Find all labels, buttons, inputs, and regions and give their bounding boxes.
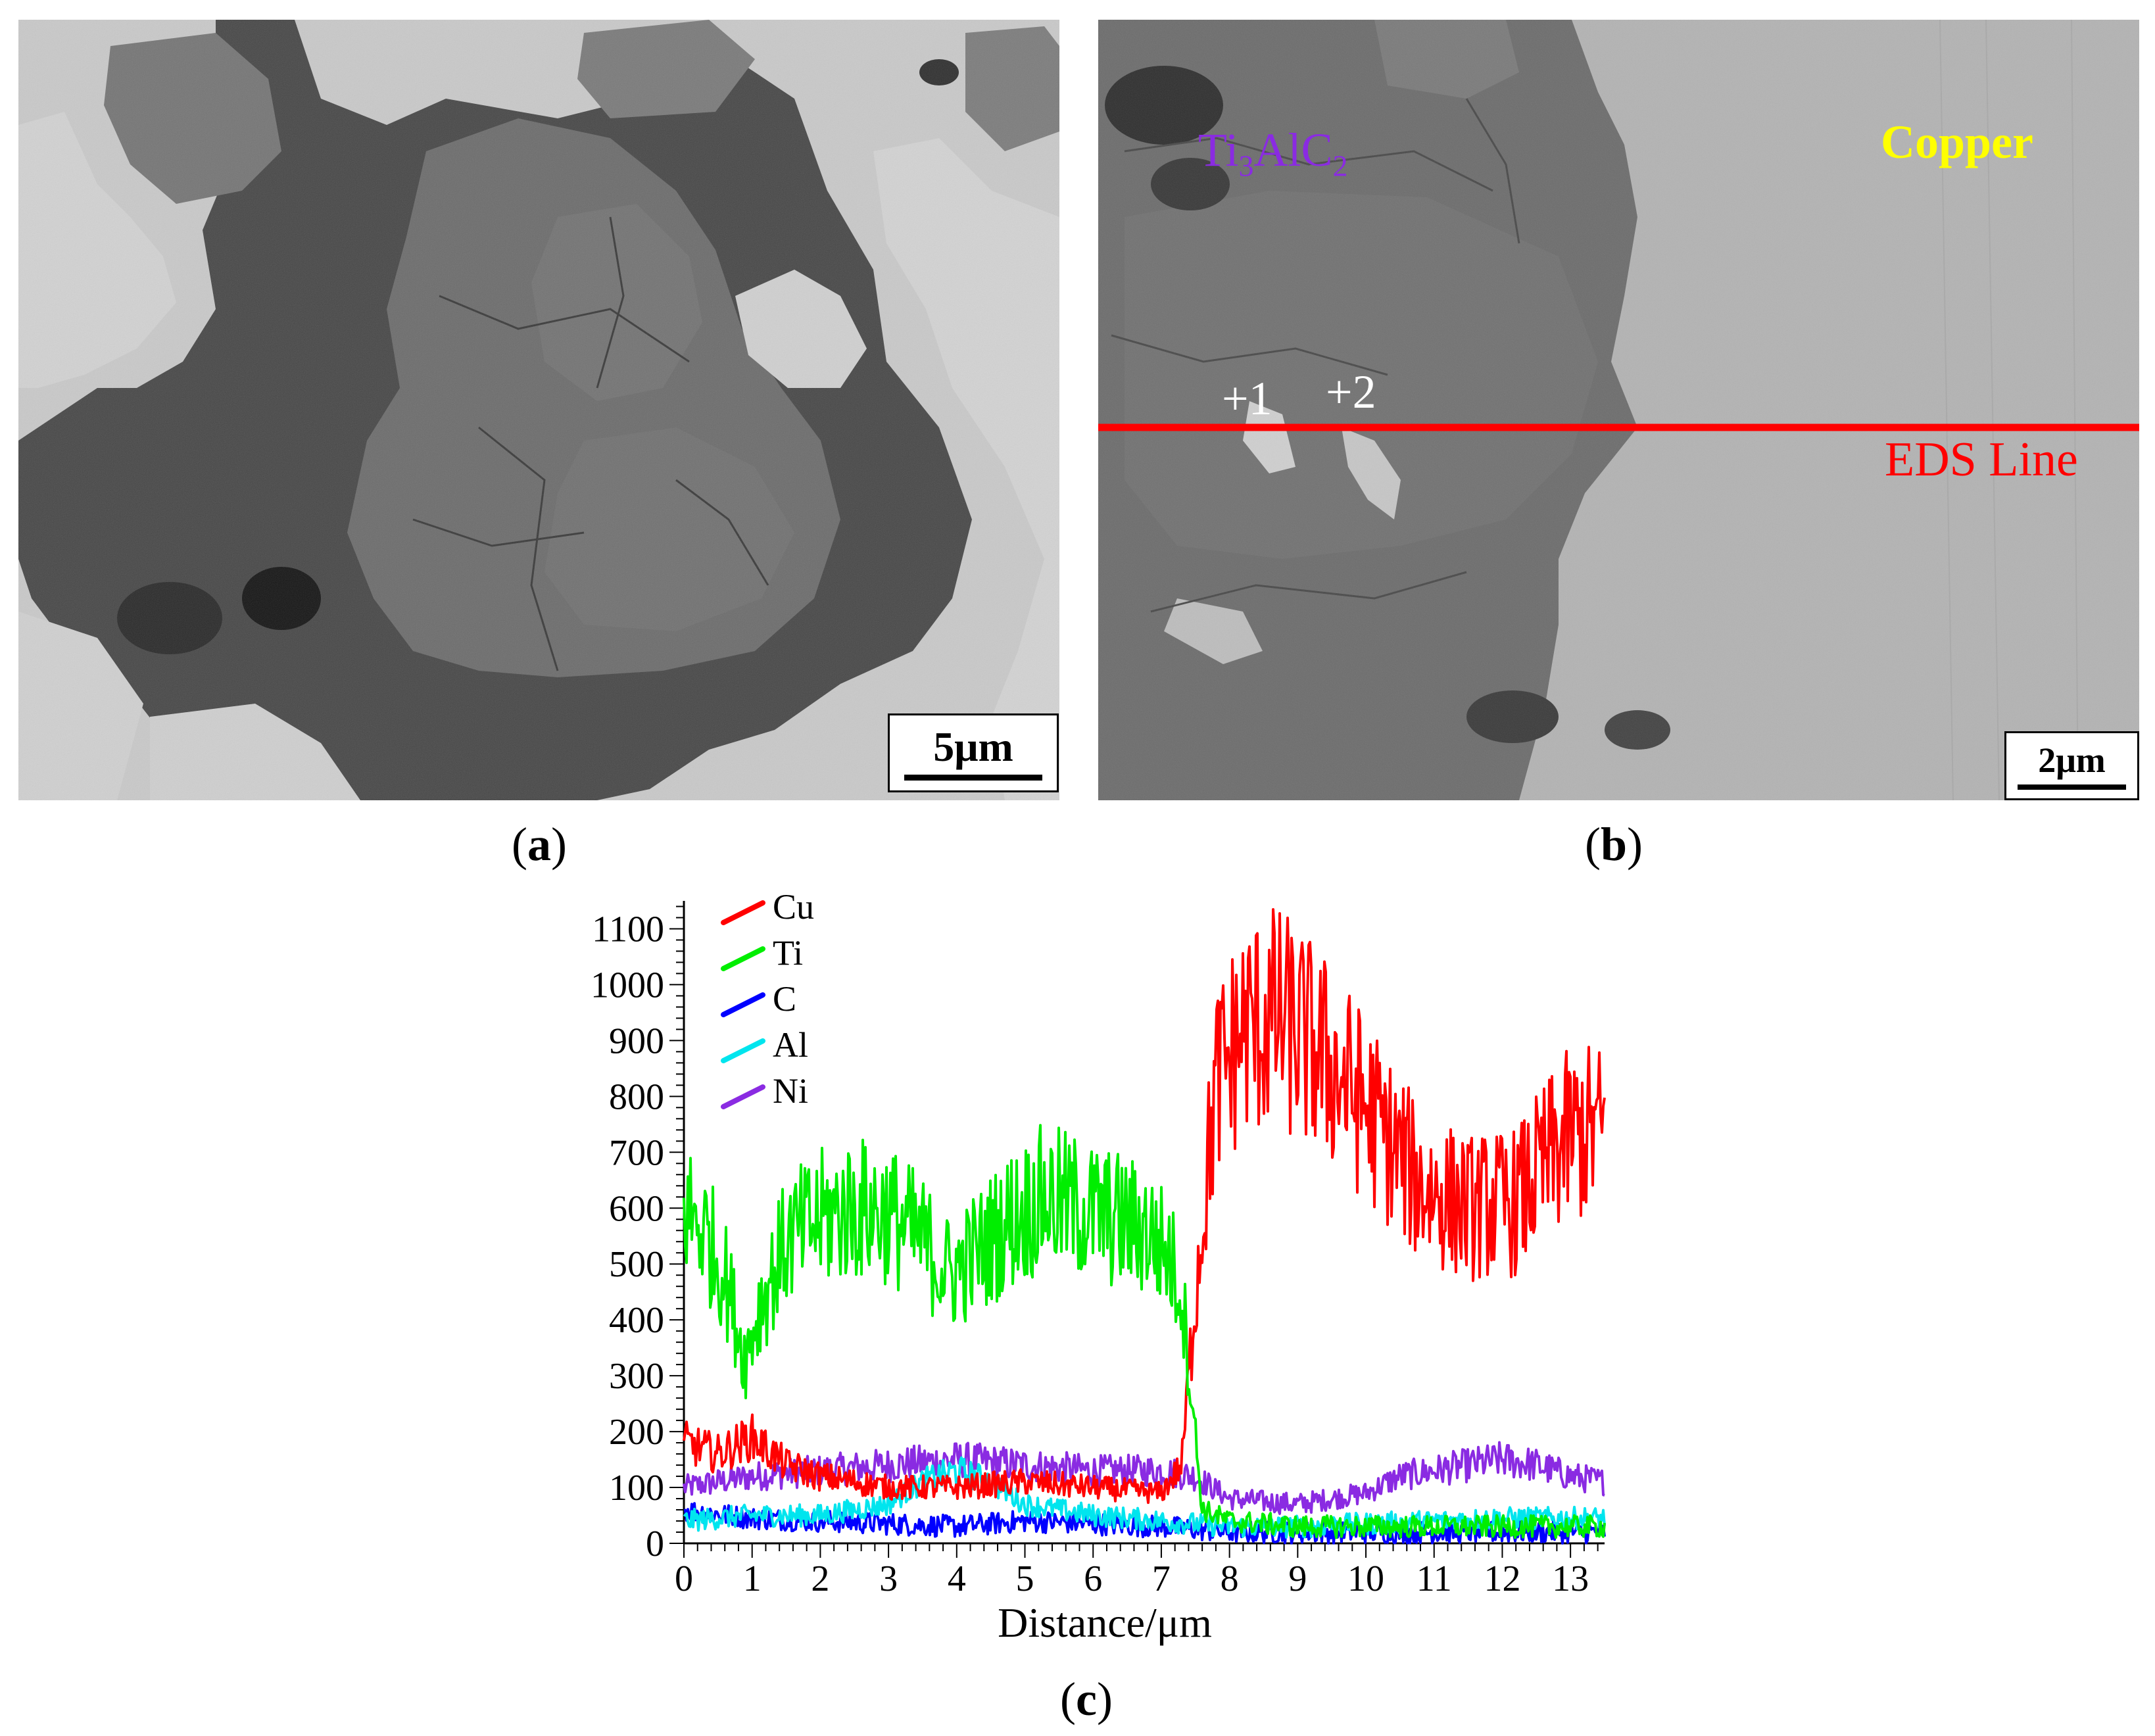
- panel-label-a: (a): [512, 821, 567, 868]
- y-tick-label: 200: [609, 1412, 664, 1453]
- legend-label-al: Al: [773, 1025, 808, 1065]
- legend-label-cu: Cu: [773, 887, 814, 927]
- x-tick-label: 3: [879, 1558, 898, 1599]
- panel-label-c: (c): [1060, 1676, 1113, 1723]
- sem-image-a: 5μm: [18, 20, 1059, 800]
- series-line-cu: [683, 908, 1606, 1505]
- legend-label-ti: Ti: [773, 933, 803, 973]
- panel-label-b-open: (: [1585, 818, 1601, 871]
- panel-label-c-open: (: [1060, 1673, 1076, 1725]
- scale-bar-label-b: 2μm: [2038, 740, 2106, 780]
- panel-label-b-letter: b: [1600, 818, 1628, 871]
- x-tick-label: 9: [1288, 1558, 1307, 1599]
- x-tick-label: 13: [1552, 1558, 1589, 1599]
- y-tick-label: 0: [646, 1524, 664, 1564]
- eds-line-label: EDS Line: [1885, 433, 2078, 487]
- x-tick-label: 4: [948, 1558, 966, 1599]
- legend-label-ni: Ni: [773, 1071, 808, 1111]
- y-tick-label: 900: [609, 1021, 664, 1061]
- legend-label-c: C: [773, 979, 796, 1019]
- sem-micrograph-a: [18, 20, 1059, 800]
- panel-label-b-close: ): [1627, 818, 1643, 871]
- x-tick-label: 1: [743, 1558, 762, 1599]
- series-line-ti: [683, 1124, 1606, 1539]
- phase-label-sub-2: 2: [1332, 149, 1348, 183]
- panel-label-c-letter: c: [1075, 1673, 1097, 1725]
- chart-axes: 0 1 2 3 4 5 6 7 8 9 10 11 12 130100200300400500600700…: [591, 901, 1605, 1646]
- x-axis-title: Distance/μm: [998, 1599, 1212, 1646]
- copper-label: Copper: [1881, 116, 2033, 168]
- scale-bar-line-b: [2018, 784, 2126, 790]
- legend-swatch-cu: [721, 900, 765, 925]
- legend-swatch-c: [721, 992, 765, 1017]
- phase-label-ti: Ti: [1198, 124, 1239, 176]
- scale-bar-b: 2μm: [2004, 731, 2139, 800]
- x-tick-label: 2: [811, 1558, 829, 1599]
- point-2-label: +2: [1326, 366, 1376, 418]
- y-tick-label: 800: [609, 1076, 664, 1117]
- phase-label-sub-3: 3: [1238, 149, 1254, 183]
- x-tick-label: 10: [1347, 1558, 1384, 1599]
- series-line-al: [683, 1456, 1606, 1539]
- y-tick-label: 1000: [591, 965, 664, 1005]
- y-tick-label: 700: [609, 1132, 664, 1173]
- scale-bar-line-a: [904, 774, 1042, 781]
- panel-label-b: (b): [1585, 821, 1643, 868]
- chart-legend: Cu Ti C Al Ni: [721, 887, 814, 1111]
- legend-swatch-ni: [721, 1084, 765, 1109]
- y-tick-label: 500: [609, 1244, 664, 1285]
- panel-label-a-letter: a: [527, 818, 551, 871]
- series-line-ni: [683, 1441, 1605, 1515]
- legend-swatch-ti: [721, 946, 765, 971]
- panel-label-c-close: ): [1096, 1673, 1113, 1725]
- sem-image-b: Ti3AlC2 Copper EDS Line +1 +2 2μm: [1098, 20, 2139, 800]
- panel-label-a-open: (: [512, 818, 527, 871]
- x-tick-label: 8: [1221, 1558, 1239, 1599]
- phase-label-alc: AlC: [1253, 124, 1333, 176]
- legend-swatch-al: [721, 1038, 765, 1063]
- panel-label-a-close: ): [550, 818, 567, 871]
- chart-series: [683, 908, 1606, 1545]
- x-tick-label: 7: [1152, 1558, 1171, 1599]
- y-tick-label: 100: [609, 1468, 664, 1508]
- x-tick-label: 5: [1016, 1558, 1034, 1599]
- y-tick-label: 600: [609, 1188, 664, 1229]
- sem-micrograph-b: [1098, 20, 2139, 800]
- y-tick-label: 300: [609, 1356, 664, 1397]
- x-tick-label: 0: [675, 1558, 693, 1599]
- x-tick-label: 11: [1416, 1558, 1452, 1599]
- point-1-label: +1: [1222, 372, 1272, 425]
- scale-bar-label-a: 5μm: [933, 723, 1013, 770]
- scale-bar-a: 5μm: [888, 713, 1059, 792]
- y-tick-label: 1100: [592, 909, 664, 950]
- ti3alc2-label: Ti3AlC2: [1198, 126, 1347, 181]
- y-tick-label: 400: [609, 1300, 664, 1341]
- x-tick-label: 6: [1084, 1558, 1102, 1599]
- x-tick-label: 12: [1484, 1558, 1520, 1599]
